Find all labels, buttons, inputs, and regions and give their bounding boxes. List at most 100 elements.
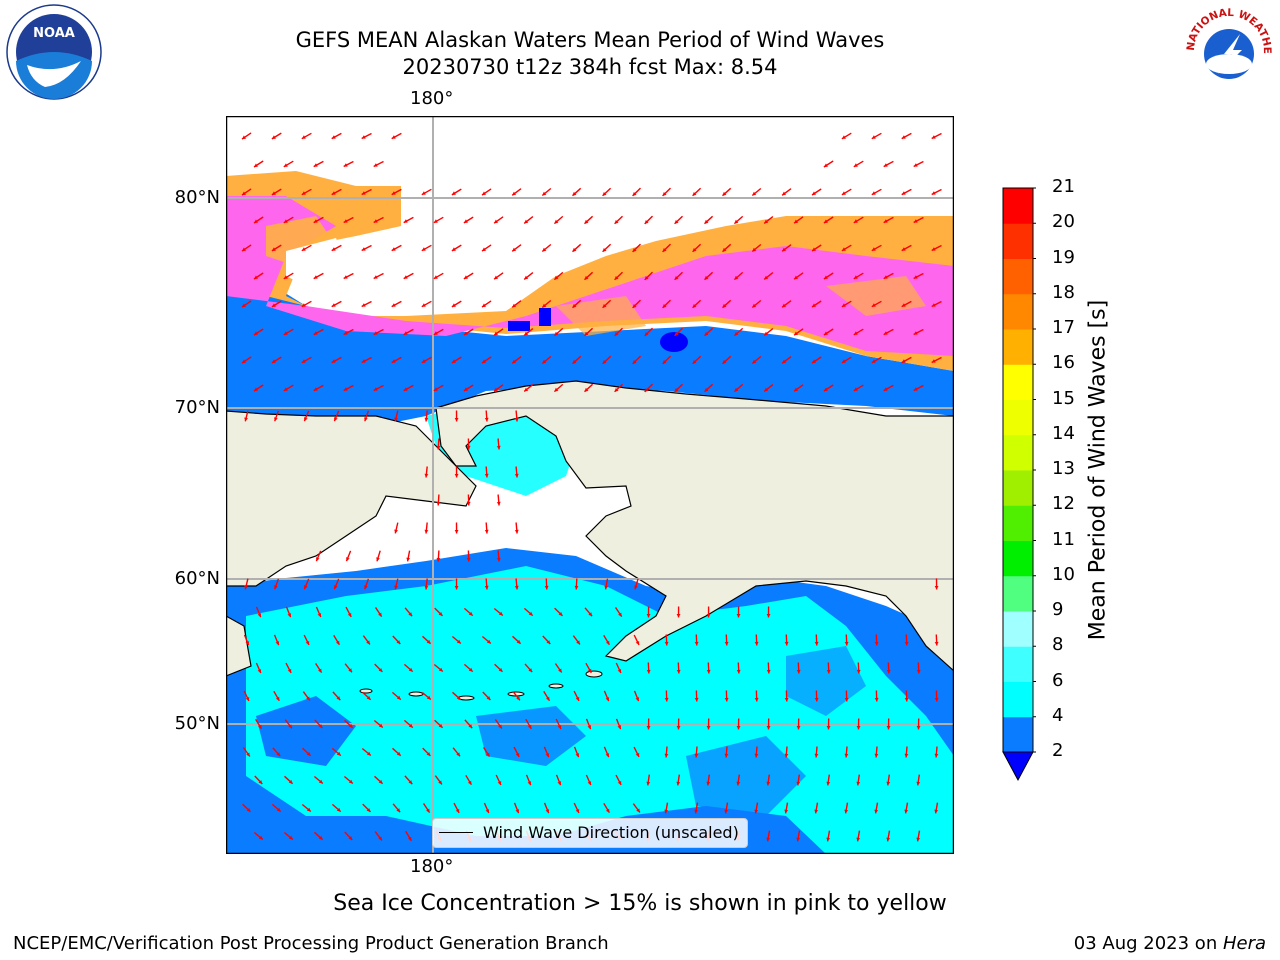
wave-arrow-head <box>494 275 498 280</box>
wave-arrow-head <box>674 388 679 392</box>
wave-arrow-head <box>318 724 323 728</box>
wave-arrow-head <box>516 639 521 644</box>
graticule <box>226 116 954 854</box>
wave-arrow-head <box>313 387 318 391</box>
wave-arrow-head <box>366 808 371 812</box>
wave-arrow-head <box>664 697 669 702</box>
wave-arrow-head <box>336 751 341 756</box>
wave-arrow-head <box>856 837 861 842</box>
colorbar-tick-label: 13 <box>1052 458 1075 479</box>
wave-arrow-head <box>736 669 741 674</box>
wave-arrow-head <box>364 585 368 590</box>
wave-arrow-head <box>498 724 502 729</box>
wave-arrow-head <box>871 359 876 363</box>
wave-arrow-head <box>916 726 921 730</box>
wave-arrow-head <box>754 809 759 814</box>
wave-arrow-head <box>331 247 336 251</box>
wave-arrow-head <box>486 639 491 644</box>
wave-arrow-head <box>587 781 592 785</box>
wave-arrow-head <box>736 614 741 618</box>
colorbar-segment <box>1003 505 1033 541</box>
nws-logo-icon: NATIONAL WEATHER SERVICE <box>1180 2 1276 98</box>
wave-arrow-head <box>436 445 441 450</box>
wave-arrow-head <box>373 163 378 167</box>
colorbar-tick-label: 19 <box>1052 246 1075 268</box>
wave-arrow-head <box>394 529 398 534</box>
wave-arrow-head <box>494 219 498 224</box>
wave-arrow-head <box>602 360 607 364</box>
lat-label-60: 60°N <box>174 568 220 589</box>
wave-arrow-head <box>644 332 649 336</box>
wave-arrow-head <box>496 501 501 506</box>
footer-date-text: 03 Aug 2023 on <box>1073 933 1223 954</box>
wave-arrow-head <box>853 331 858 335</box>
wave-arrow-head <box>752 303 757 308</box>
wave-arrow-head <box>254 163 258 167</box>
wave-arrow-head <box>366 640 370 645</box>
wave-arrow-head <box>664 641 669 646</box>
wave-arrow-head <box>841 247 846 251</box>
wave-arrow-head <box>754 697 759 702</box>
svg-text:NOAA: NOAA <box>33 26 75 41</box>
wave-arrow-head <box>391 135 396 139</box>
wave-arrow-head <box>436 501 441 506</box>
wave-arrow-head <box>433 219 438 223</box>
wave-arrow-head <box>635 752 640 757</box>
wave-arrow-head <box>484 529 489 534</box>
wave-arrow-head <box>378 779 383 784</box>
wave-arrow-head <box>694 697 699 702</box>
wave-arrow-head <box>617 669 622 673</box>
wave-arrow-head <box>391 191 396 195</box>
wave-arrow-head <box>883 275 888 279</box>
wave-arrow-head <box>931 191 936 195</box>
wave-arrow-head <box>826 781 831 786</box>
wave-arrow-head <box>736 781 741 786</box>
wave-arrow-head <box>454 418 459 422</box>
wave-arrow-head <box>883 331 888 335</box>
wave-arrow-head <box>931 135 936 139</box>
wave-arrow-head <box>318 835 323 840</box>
wave-arrow-head <box>674 332 679 336</box>
wave-arrow-head <box>346 557 350 562</box>
colorbar-tick-label: 10 <box>1052 563 1075 585</box>
wave-arrow-head <box>301 359 306 363</box>
wave-arrow-head <box>794 331 799 336</box>
wave-arrow-head <box>874 641 879 646</box>
wave-arrow-head <box>844 697 849 702</box>
wave-arrow-head <box>373 219 378 223</box>
wave-arrow-head <box>336 807 341 812</box>
wave-arrow-head <box>331 135 336 139</box>
noaa-logo-icon: NOAA <box>6 4 102 100</box>
wave-arrow-head <box>934 809 939 814</box>
wave-period-map <box>225 115 955 855</box>
wave-arrow-head <box>904 641 909 646</box>
wave-arrow-head <box>694 809 699 814</box>
map-legend: Wind Wave Direction (unscaled) <box>432 818 748 848</box>
wave-arrow-head <box>515 752 520 757</box>
wave-arrow-head <box>343 219 348 223</box>
wave-arrow-head <box>485 809 490 813</box>
wave-arrow-head <box>823 275 828 279</box>
lat-label-50: 50°N <box>174 713 220 734</box>
colorbar-segment <box>1003 716 1033 753</box>
wave-arrow-head <box>901 247 906 251</box>
wave-arrow-head <box>754 641 759 646</box>
wave-arrow-head <box>883 219 888 223</box>
wave-arrow-head <box>856 669 861 674</box>
wave-arrow-head <box>632 248 637 252</box>
wave-arrow-head <box>396 751 401 756</box>
wave-arrow-head <box>361 247 366 251</box>
colorbar-segment <box>1003 434 1033 471</box>
wave-arrow-head <box>558 668 562 673</box>
wave-arrow-head <box>512 303 517 308</box>
wave-arrow-head <box>632 360 637 364</box>
wave-arrow-head <box>463 331 468 335</box>
wave-arrow-head <box>886 837 891 842</box>
colorbar-tick-label: 6 <box>1052 669 1064 691</box>
wave-arrow-head <box>856 726 861 730</box>
wave-arrow-head <box>644 276 649 280</box>
wave-arrow-head <box>694 641 699 646</box>
colorbar <box>1002 187 1036 782</box>
wave-arrow-head <box>287 668 292 673</box>
wave-arrow-head <box>514 473 519 478</box>
